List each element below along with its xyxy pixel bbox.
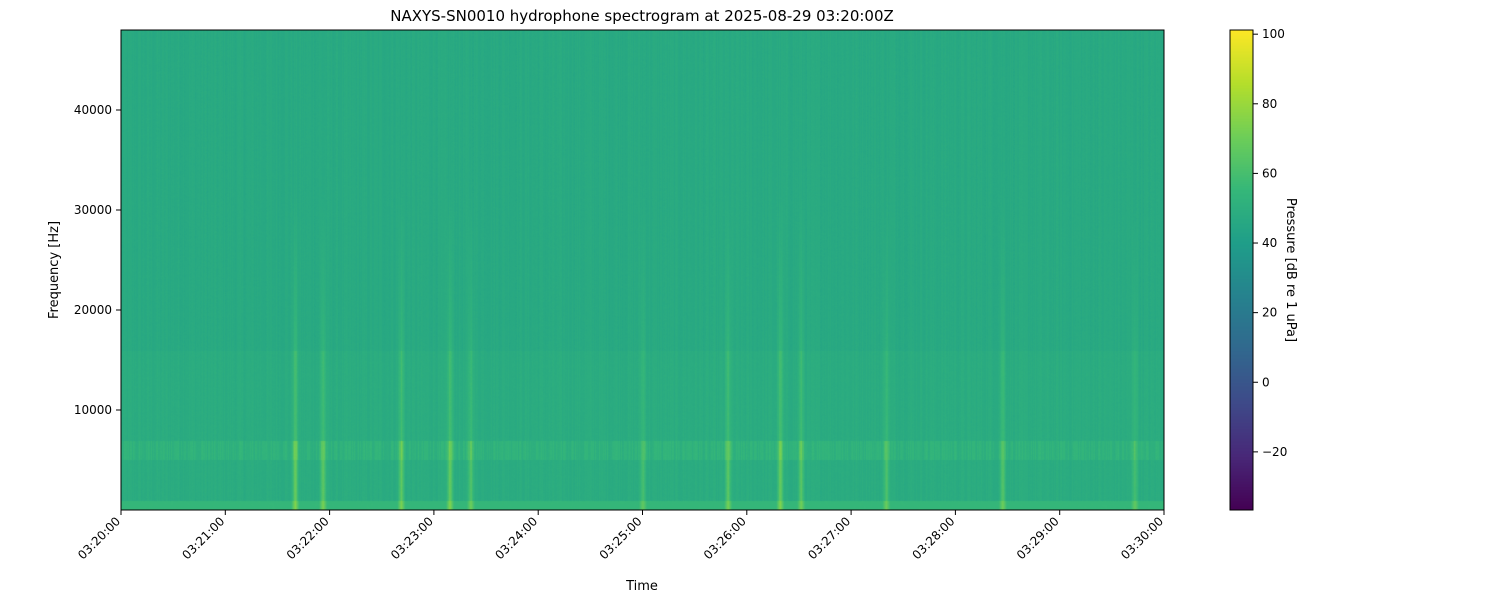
x-tick-label: 03:26:00 [701, 514, 749, 562]
colorbar-tick-label: 0 [1262, 375, 1270, 389]
colorbar-label: Pressure [dB re 1 uPa] [1283, 198, 1298, 342]
y-tick-label: 40000 [74, 103, 112, 117]
x-tick-label: 03:28:00 [910, 514, 958, 562]
y-tick-label: 10000 [74, 403, 112, 417]
colorbar-tick-label: 80 [1262, 97, 1277, 111]
x-tick-label: 03:27:00 [805, 514, 853, 562]
x-tick-label: 03:23:00 [388, 514, 436, 562]
plot-frame [120, 29, 1165, 511]
colorbar-tick-label: 40 [1262, 236, 1277, 250]
colorbar-tick-label: −20 [1262, 445, 1287, 459]
spectrogram-image [121, 30, 1164, 510]
x-tick-label: 03:24:00 [492, 514, 540, 562]
colorbar-axis: −20 0 20 40 60 80 100 [1253, 27, 1287, 459]
y-tick-label: 30000 [74, 203, 112, 217]
x-tick-label: 03:30:00 [1118, 514, 1166, 562]
colorbar-frame [1229, 29, 1254, 511]
x-tick-label: 03:20:00 [75, 514, 123, 562]
colorbar-gradient [1230, 30, 1253, 510]
x-tick-label: 03:21:00 [179, 514, 227, 562]
y-tick-label: 20000 [74, 303, 112, 317]
x-axis-label: Time [625, 579, 658, 594]
x-tick-label: 03:29:00 [1014, 514, 1062, 562]
colorbar-tick-label: 100 [1262, 27, 1285, 41]
colorbar-tick-label: 20 [1262, 306, 1277, 320]
y-axis-label: Frequency [Hz] [47, 221, 62, 319]
x-tick-label: 03:25:00 [597, 514, 645, 562]
x-tick-label: 03:22:00 [284, 514, 332, 562]
x-axis: 03:20:00 03:21:00 03:22:00 03:23:00 03:24:00… [75, 510, 1166, 562]
chart-title: NAXYS-SN0010 hydrophone spectrogram at 2… [390, 7, 894, 25]
colorbar-tick-label: 60 [1262, 166, 1277, 180]
y-axis: 10000 20000 30000 40000 [74, 103, 121, 417]
